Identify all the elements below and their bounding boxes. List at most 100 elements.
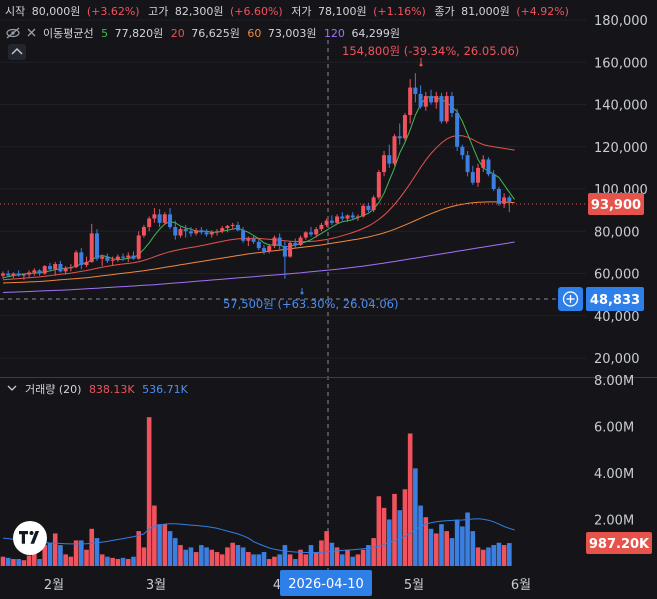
candle-body bbox=[58, 263, 63, 272]
candle bbox=[413, 73, 418, 103]
candle bbox=[94, 229, 99, 261]
volume-bar bbox=[501, 545, 507, 566]
candle-body bbox=[298, 237, 303, 245]
volume-bar bbox=[251, 554, 256, 566]
candle bbox=[256, 238, 261, 251]
volume-bar bbox=[5, 557, 11, 566]
volume-legend: 거래량 (20) 838.13K 536.71K bbox=[7, 383, 189, 396]
ma20-period: 20 bbox=[171, 27, 185, 40]
price-tick-label: 60,000 bbox=[594, 268, 640, 283]
candle bbox=[371, 195, 376, 213]
candle-body bbox=[402, 115, 407, 139]
candle bbox=[439, 92, 444, 124]
candle-body bbox=[277, 237, 282, 247]
candle-body bbox=[491, 174, 496, 189]
visibility-icon[interactable] bbox=[6, 27, 20, 39]
candle-body bbox=[314, 229, 319, 235]
candle bbox=[465, 150, 470, 177]
candle bbox=[277, 233, 282, 250]
low-marker-dot bbox=[300, 291, 304, 295]
time-tick-label: 4 bbox=[273, 578, 281, 593]
candle-body bbox=[308, 232, 313, 235]
candle bbox=[476, 163, 481, 187]
volume-series bbox=[0, 417, 512, 566]
candle bbox=[63, 266, 68, 275]
candle-body bbox=[110, 259, 115, 261]
candle bbox=[308, 227, 313, 237]
low-annotation: 57,500원 (+63.30%, 26.04.06) bbox=[223, 297, 398, 311]
candle-body bbox=[32, 270, 37, 273]
volume-bar bbox=[507, 543, 512, 566]
time-tick-label: 5월 bbox=[404, 578, 424, 593]
candle bbox=[272, 235, 277, 249]
candle bbox=[47, 262, 52, 272]
volume-bar bbox=[131, 556, 136, 566]
time-tick-label: 6월 bbox=[511, 578, 531, 593]
svg-text:거래량 (20) 838.13K 5: 거래량 (20) 838.13K 536.71K bbox=[25, 383, 189, 396]
candle-body bbox=[251, 238, 256, 242]
ma20-value: 76,625원 bbox=[191, 27, 240, 40]
volume-bar bbox=[272, 556, 277, 566]
candle-body bbox=[418, 93, 423, 107]
ma-legend[interactable]: 이동평균선 5 77,820원 20 76,625원 60 73,003원 12… bbox=[6, 27, 400, 40]
volume-bar bbox=[418, 505, 423, 566]
candle bbox=[21, 273, 26, 280]
chevron-down-icon[interactable] bbox=[7, 385, 17, 391]
collapse-legend-button[interactable] bbox=[8, 44, 26, 60]
candle-body bbox=[1, 273, 5, 276]
candle-body bbox=[256, 241, 261, 249]
candle bbox=[361, 203, 366, 218]
ma5-value: 77,820원 bbox=[115, 27, 164, 40]
candle-body bbox=[47, 266, 52, 270]
candle-body bbox=[183, 229, 188, 232]
volume-bar bbox=[413, 468, 418, 566]
time-axis[interactable]: 2월 3월 4 5월 6월 bbox=[44, 578, 531, 593]
svg-text:시작 80,000원 (+3.62%: 시작 80,000원 (+3.62%) 고가 82,300원 (+6.60%) … bbox=[5, 5, 569, 18]
candle-body bbox=[455, 112, 460, 147]
candle-body bbox=[136, 235, 141, 259]
volume-bar bbox=[486, 547, 491, 566]
candle bbox=[397, 123, 402, 145]
candle-body bbox=[79, 252, 84, 266]
candle bbox=[293, 238, 298, 249]
volume-bar bbox=[89, 528, 95, 566]
candle-body bbox=[423, 96, 428, 107]
volume-axis[interactable]: 8.00M 6.00M 4.00M 2.00M bbox=[594, 374, 634, 529]
volume-bar bbox=[319, 540, 324, 566]
candle-body bbox=[168, 214, 173, 228]
candle bbox=[220, 225, 225, 234]
open-value: 80,000원 bbox=[32, 5, 81, 18]
candle bbox=[105, 253, 110, 263]
tradingview-logo[interactable] bbox=[13, 521, 47, 555]
candle bbox=[335, 214, 340, 224]
candle bbox=[408, 79, 413, 124]
volume-bar bbox=[433, 533, 439, 566]
ma120-value: 64,299원 bbox=[351, 27, 400, 40]
high-label: 고가 bbox=[148, 5, 168, 18]
volume-bar bbox=[439, 524, 444, 566]
ma60-period: 60 bbox=[247, 27, 261, 40]
current-price-value: 93,900 bbox=[591, 198, 641, 213]
volume-bar bbox=[334, 547, 340, 566]
volume-bar bbox=[407, 433, 413, 566]
time-tick-label: 3월 bbox=[146, 578, 166, 593]
volume-bar bbox=[58, 545, 63, 566]
candle bbox=[136, 231, 141, 260]
volume-bar bbox=[52, 533, 58, 566]
candle-body bbox=[53, 263, 58, 270]
close-icon[interactable] bbox=[27, 28, 36, 37]
volume-bar bbox=[188, 547, 194, 566]
volume-bar bbox=[125, 559, 131, 566]
candle bbox=[376, 169, 381, 200]
price-axis[interactable]: 180,000160,000140,000120,000100,00080,00… bbox=[594, 14, 648, 367]
open-change: (+3.62%) bbox=[87, 5, 140, 18]
candle bbox=[100, 254, 105, 267]
candle bbox=[178, 227, 183, 238]
volume-tick-label: 4.00M bbox=[594, 467, 634, 482]
candle-body bbox=[329, 220, 334, 223]
candle bbox=[350, 212, 355, 220]
volume-tick-label: 2.00M bbox=[594, 514, 634, 529]
candle bbox=[481, 155, 486, 173]
candle bbox=[37, 269, 42, 276]
